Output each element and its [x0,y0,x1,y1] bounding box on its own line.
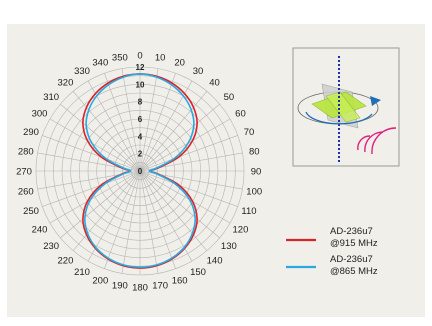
antenna-orientation-diagram [292,47,400,167]
grid-spoke [139,170,238,207]
angle-tick-label: 170 [152,281,168,292]
grid-spoke [42,135,141,172]
grid-spoke [72,170,141,251]
angle-tick-label: 290 [23,127,39,138]
angle-tick-label: 40 [209,78,220,89]
angle-tick-label: 120 [233,225,249,236]
radial-tick-labels: 0 2 4 6 8 10 12 [136,63,145,176]
angle-tick-label: 230 [43,241,59,252]
radial-tick-label: 2 [138,150,143,159]
angle-tick-label: 330 [74,66,90,77]
angle-tick-label: 300 [32,109,48,120]
angle-tick-label: 160 [172,276,188,287]
grid-spoke [121,68,141,172]
wave-2-icon [364,131,384,153]
angle-tick-label: 130 [221,241,237,252]
wave-3-icon [371,127,397,155]
angle-tick-labels: 0 10 2030405060708090100110120130140150160… [16,51,262,294]
angle-tick-label: 70 [244,127,255,138]
radial-tick-label: 0 [138,167,143,176]
grid-spoke [49,118,141,172]
grid-spoke [60,170,141,239]
grid-spoke [139,170,208,251]
radial-tick-label: 8 [138,98,143,107]
grid-spoke [139,170,193,262]
angle-tick-label: 320 [58,78,74,89]
series-line-1 [84,73,196,269]
angle-tick-label: 140 [207,255,223,266]
legend-label-865-line1: AD-236u7 [330,254,373,265]
grid-spoke [139,170,159,274]
angle-tick-label: 200 [92,276,108,287]
angle-tick-label: 220 [58,255,74,266]
angle-tick-label: 270 [16,167,32,178]
legend-label-865-line2: @865 MHz [330,266,378,277]
grid-spoke [139,103,220,172]
rotation-arrow-icon [370,96,381,106]
grid-spoke [139,91,208,172]
angle-tick-label: 180 [132,283,148,294]
angle-tick-label: 110 [241,206,256,217]
grid-spoke [60,103,141,172]
grid-spoke [139,68,159,172]
angle-tick-label: 240 [32,225,48,236]
grid-spoke [139,135,238,172]
angle-tick-label: 20 [174,58,185,69]
legend-label-915-line2: @915 MHz [330,238,378,249]
grid-spoke [49,170,141,224]
series-lines [82,73,198,269]
angle-tick-label: 30 [193,66,204,77]
angle-tick-label: 250 [23,206,39,217]
grid-spoke [104,170,141,269]
series-line-0 [82,73,198,269]
grid-spoke [139,170,176,269]
angle-tick-label: 50 [224,92,235,103]
grid-spoke [139,73,176,172]
grid-spoke [42,170,141,207]
angle-tick-label: 190 [112,281,128,292]
legend-item-865: AD-236u7 @865 MHz [286,254,378,277]
rotation-arc-icon [305,111,373,125]
grid-spoke [139,170,220,239]
angle-tick-label: 150 [190,267,206,278]
angle-tick-label: 210 [74,267,90,278]
radial-tick-label: 10 [136,80,145,89]
angle-tick-label: 340 [92,58,108,69]
legend-label-915-line1: AD-236u7 [330,226,373,237]
angle-tick-label: 310 [43,92,59,103]
angle-tick-label: 350 [112,52,128,63]
angle-tick-label: 0 [137,51,142,62]
angle-tick-label: 100 [246,187,262,198]
radial-tick-label: 6 [138,115,143,124]
angle-tick-label: 260 [18,187,34,198]
wave-1-icon [357,135,371,151]
grid-spoke [139,170,231,224]
angle-tick-label: 90 [251,167,262,178]
angle-tick-label: 10 [155,52,166,63]
legend: AD-236u7 @915 MHz AD-236u7 @865 MHz [286,226,378,277]
angle-tick-label: 80 [249,146,260,157]
grid-spoke [87,170,141,262]
grid-spoke [121,170,141,274]
grid-spoke [139,118,231,172]
radial-tick-label: 12 [136,63,145,72]
radial-tick-label: 4 [138,132,143,141]
grid-spoke [72,91,141,172]
angle-tick-label: 60 [235,109,246,120]
angle-tick-label: 280 [18,146,34,157]
grid-spoke [104,73,141,172]
legend-item-915: AD-236u7 @915 MHz [286,226,378,249]
